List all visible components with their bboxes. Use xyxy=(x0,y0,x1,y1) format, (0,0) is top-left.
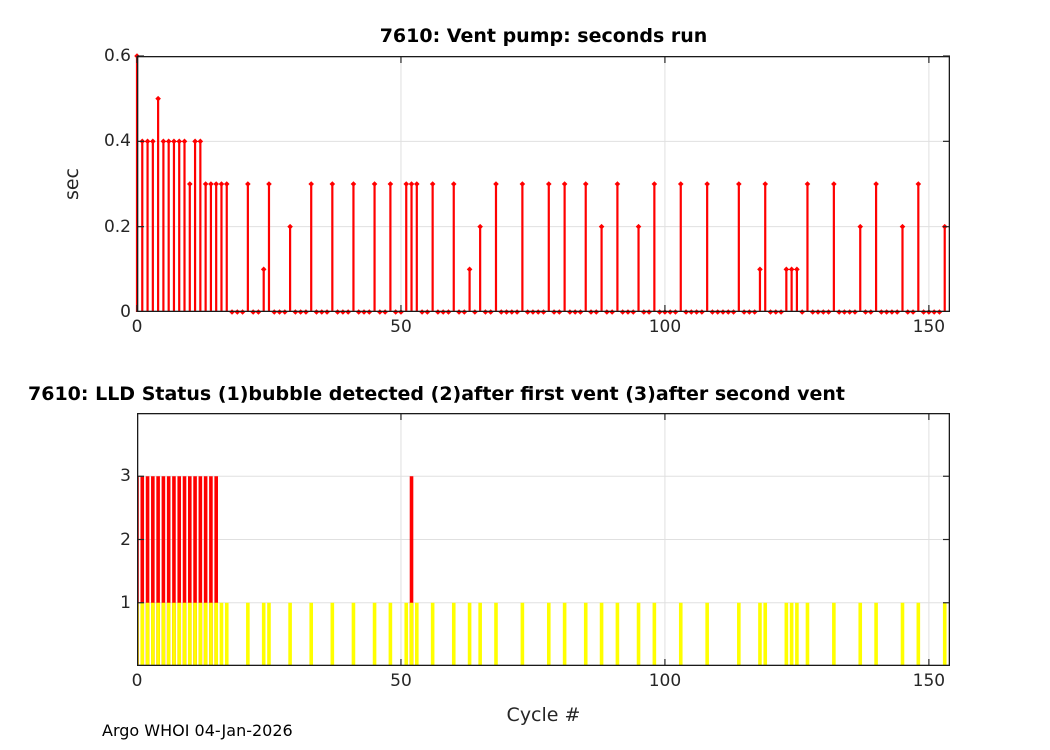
top-chart-y-axis-label: sec xyxy=(61,167,83,201)
bottom-y-tick-label: 3 xyxy=(120,466,131,487)
vent-pump-stem-chart xyxy=(134,53,951,315)
bottom-x-tick-label: 100 xyxy=(648,671,682,691)
footer-text: Argo WHOI 04-Jan-2026 xyxy=(102,721,293,740)
bottom-x-tick-label: 150 xyxy=(912,671,946,691)
bottom-chart-title: 7610: LLD Status (1)bubble detected (2)a… xyxy=(28,383,845,405)
top-y-tick-label: 0.2 xyxy=(103,216,131,237)
top-y-tick-label: 0.6 xyxy=(103,46,131,66)
top-x-tick-label: 0 xyxy=(131,317,143,337)
top-y-tick-label: 0.4 xyxy=(103,131,131,152)
bottom-y-tick-label: 1 xyxy=(120,592,131,613)
bottom-y-tick-label: 2 xyxy=(120,529,131,550)
top-x-tick-label: 100 xyxy=(648,317,682,337)
top-x-tick-label: 150 xyxy=(912,317,946,337)
top-x-tick-label: 50 xyxy=(390,317,412,337)
x-axis-label: Cycle # xyxy=(506,704,581,726)
top-y-tick-label: 0 xyxy=(120,302,131,322)
bottom-x-tick-label: 0 xyxy=(131,671,143,691)
lld-status-bar-chart xyxy=(137,413,950,666)
bottom-x-tick-label: 50 xyxy=(390,671,412,691)
top-chart-title: 7610: Vent pump: seconds run xyxy=(379,25,708,47)
